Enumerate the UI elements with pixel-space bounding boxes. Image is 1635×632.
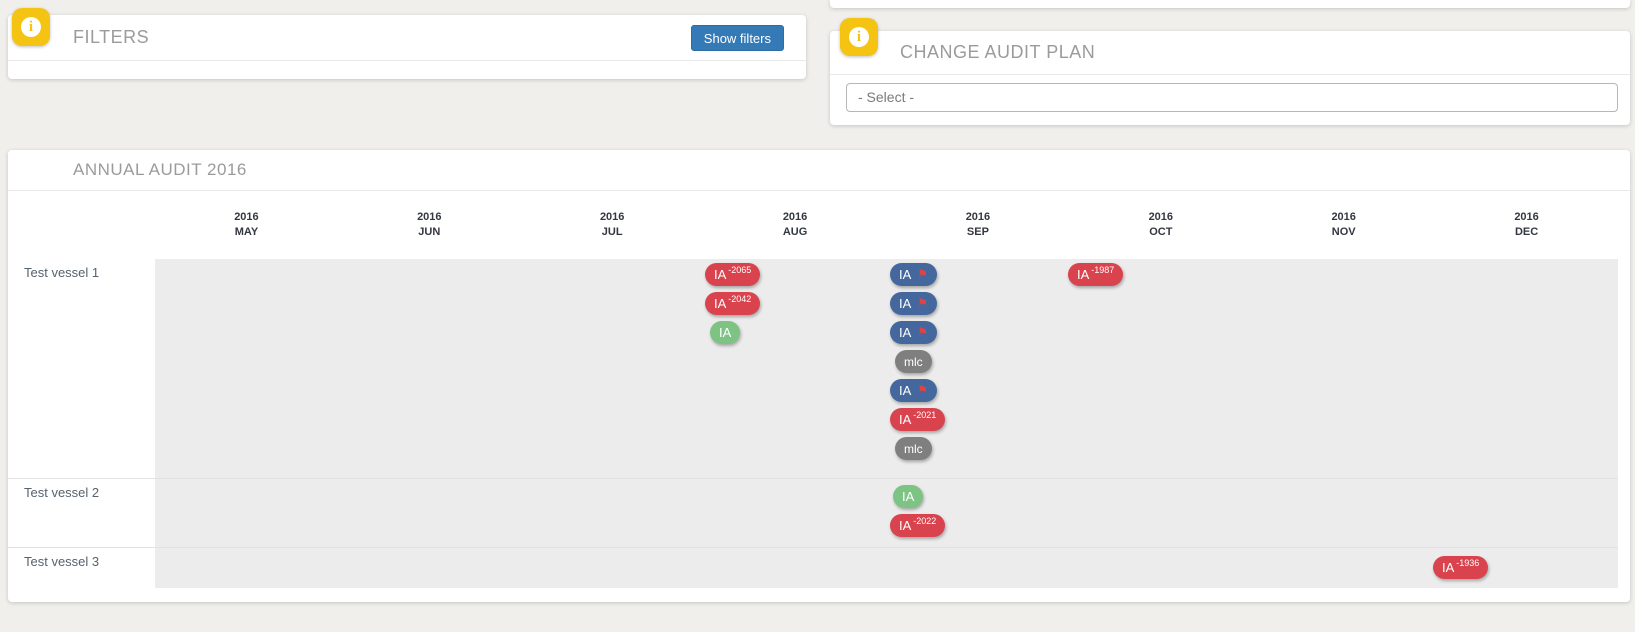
month-header-oct: 2016OCT bbox=[1069, 191, 1252, 259]
month-header-sep: 2016SEP bbox=[887, 191, 1070, 259]
row-label: Test vessel 1 bbox=[24, 265, 99, 280]
timeline-row: Test vessel 2 bbox=[8, 478, 1618, 547]
month-header-may: 2016MAY bbox=[155, 191, 338, 259]
timeline-row: Test vessel 1 bbox=[8, 259, 1618, 478]
month-header-jul: 2016JUL bbox=[521, 191, 704, 259]
timeline-badge-mlc[interactable]: mlc bbox=[895, 437, 932, 460]
red-flag-icon: ⚑ bbox=[917, 379, 928, 402]
audit-plan-select[interactable]: - Select - bbox=[846, 83, 1618, 112]
timeline-badge-mlc[interactable]: mlc bbox=[895, 350, 932, 373]
timeline-badge-IA[interactable]: IA bbox=[893, 485, 923, 508]
timeline-badge-IA[interactable]: IA⚑ bbox=[890, 263, 937, 286]
annual-audit-title: ANNUAL AUDIT 2016 bbox=[73, 160, 247, 180]
row-label: Test vessel 2 bbox=[24, 485, 99, 500]
info-icon[interactable]: i bbox=[12, 8, 50, 46]
change-audit-plan-header: CHANGE AUDIT PLAN bbox=[830, 31, 1630, 75]
annual-audit-header: ANNUAL AUDIT 2016 bbox=[8, 150, 1630, 191]
timeline-badge-IA[interactable]: IA⚑ bbox=[890, 379, 937, 402]
timeline-badge-IA-2022[interactable]: IA-2022 bbox=[890, 514, 945, 537]
show-filters-button[interactable]: Show filters bbox=[691, 25, 784, 51]
timeline-badge-IA-2042[interactable]: IA-2042 bbox=[705, 292, 760, 315]
timeline-row: Test vessel 3 bbox=[8, 547, 1618, 588]
timeline-badge-IA[interactable]: IA⚑ bbox=[890, 321, 937, 344]
timeline-badge-IA[interactable]: IA bbox=[710, 321, 740, 344]
red-flag-icon: ⚑ bbox=[917, 321, 928, 344]
filters-panel-header: FILTERS Show filters bbox=[8, 15, 806, 61]
change-audit-plan-panel: i CHANGE AUDIT PLAN - Select - bbox=[830, 31, 1630, 125]
month-header-jun: 2016JUN bbox=[338, 191, 521, 259]
partial-card-bottom bbox=[830, 0, 1630, 8]
timeline-badge-IA-2021[interactable]: IA-2021 bbox=[890, 408, 945, 431]
filters-panel: i FILTERS Show filters bbox=[8, 15, 806, 79]
red-flag-icon: ⚑ bbox=[917, 263, 928, 286]
month-header-nov: 2016NOV bbox=[1252, 191, 1435, 259]
timeline-badge-IA-1936[interactable]: IA-1936 bbox=[1433, 556, 1488, 579]
timeline-badge-IA-1987[interactable]: IA-1987 bbox=[1068, 263, 1123, 286]
annual-audit-panel: ANNUAL AUDIT 2016 2016MAY2016JUN2016JUL2… bbox=[8, 150, 1630, 602]
timeline-badge-IA-2065[interactable]: IA-2065 bbox=[705, 263, 760, 286]
month-header-dec: 2016DEC bbox=[1435, 191, 1618, 259]
info-icon[interactable]: i bbox=[840, 18, 878, 56]
info-icon-glyph: i bbox=[21, 17, 41, 37]
month-headers: 2016MAY2016JUN2016JUL2016AUG2016SEP2016O… bbox=[155, 191, 1618, 259]
row-label: Test vessel 3 bbox=[24, 554, 99, 569]
month-header-aug: 2016AUG bbox=[704, 191, 887, 259]
change-audit-plan-title: CHANGE AUDIT PLAN bbox=[900, 42, 1095, 63]
red-flag-icon: ⚑ bbox=[917, 292, 928, 315]
timeline-chart: Test vessel 1IA-2065IA-2042IAIA⚑IA⚑IA⚑ml… bbox=[8, 259, 1630, 588]
timeline-badge-IA[interactable]: IA⚑ bbox=[890, 292, 937, 315]
filters-panel-title: FILTERS bbox=[73, 27, 149, 48]
info-icon-glyph: i bbox=[849, 27, 869, 47]
